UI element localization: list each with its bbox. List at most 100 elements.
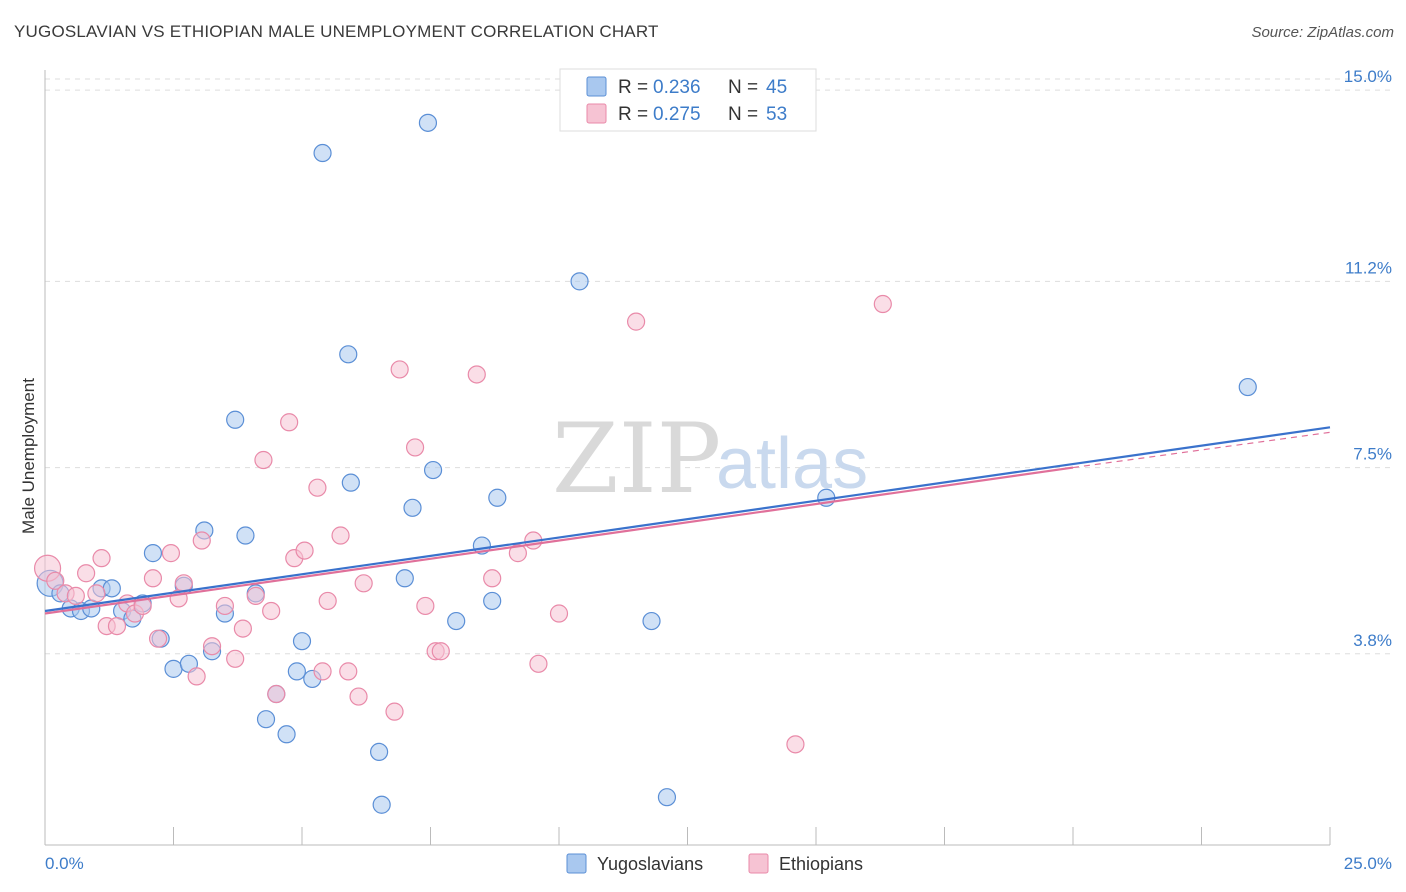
- y-tick-labels: 3.8% 7.5% 11.2% 15.0%: [1344, 67, 1392, 650]
- legend-n-value-2: 53: [766, 104, 787, 125]
- correlation-legend: R = 0.236 N = 45 R = 0.275 N = 53: [559, 68, 817, 132]
- data-points: [33, 113, 1257, 814]
- data-point: [143, 544, 163, 563]
- data-point: [483, 591, 502, 611]
- y-tick-label: 7.5%: [1353, 445, 1392, 464]
- data-point: [395, 569, 414, 588]
- data-point: [313, 143, 332, 163]
- data-point: [873, 294, 892, 314]
- data-point: [405, 438, 425, 457]
- series-legend-swatch-yugoslavians: [566, 853, 587, 874]
- data-point: [254, 450, 273, 470]
- y-tick-label: 11.2%: [1345, 258, 1392, 277]
- data-point: [87, 584, 106, 603]
- data-point: [1238, 377, 1257, 397]
- legend-n-value-1: 45: [766, 77, 787, 98]
- legend-r-value-2: 0.275: [653, 104, 701, 125]
- data-point: [77, 564, 96, 583]
- data-point: [192, 531, 211, 550]
- data-point: [390, 360, 409, 379]
- data-point: [403, 498, 422, 517]
- data-point: [416, 596, 435, 616]
- data-point: [626, 312, 646, 331]
- data-point: [339, 345, 358, 364]
- legend-r-label-2: R =: [618, 104, 648, 125]
- legend-n-label-1: N =: [728, 77, 758, 98]
- data-point: [447, 611, 466, 631]
- data-point: [423, 460, 443, 480]
- chart-title: YUGOSLAVIAN VS ETHIOPIAN MALE UNEMPLOYME…: [14, 22, 659, 41]
- x-tick-label: 25.0%: [1344, 854, 1392, 873]
- data-point: [280, 413, 299, 432]
- y-axis-label: Male Unemployment: [19, 378, 38, 534]
- source-label: Source: ZipAtlas.com: [1251, 24, 1394, 41]
- data-point: [277, 725, 296, 744]
- data-point: [92, 549, 111, 568]
- data-point: [570, 272, 589, 291]
- data-point: [187, 667, 206, 686]
- data-point: [786, 735, 805, 754]
- data-point: [488, 488, 507, 507]
- data-point: [467, 365, 486, 384]
- grid: [45, 78, 1392, 655]
- data-point: [143, 569, 163, 588]
- data-point: [349, 687, 368, 706]
- data-point: [267, 684, 286, 704]
- data-point: [107, 616, 127, 636]
- trend-line-yugoslavians: [44, 426, 1331, 613]
- data-point: [262, 601, 281, 621]
- watermark-zip: ZIP: [552, 403, 721, 515]
- series-points-ethiopians: [33, 294, 892, 754]
- data-point: [226, 410, 245, 429]
- data-point: [215, 596, 234, 616]
- trend-line-ethiopians-extension: [1072, 431, 1331, 469]
- data-point: [549, 604, 569, 623]
- data-point: [308, 478, 327, 497]
- data-point: [236, 526, 255, 545]
- data-point: [102, 579, 121, 598]
- data-point: [233, 619, 252, 638]
- legend-n-label-2: N =: [728, 104, 758, 125]
- data-point: [164, 659, 183, 678]
- trend-line-ethiopians: [44, 466, 1074, 615]
- data-point: [46, 571, 65, 590]
- data-point: [292, 632, 312, 651]
- data-point: [418, 113, 438, 132]
- data-point: [339, 662, 358, 681]
- y-tick-label: 15.0%: [1344, 67, 1392, 86]
- data-point: [483, 569, 502, 588]
- trend-lines: [44, 426, 1331, 615]
- data-point: [657, 788, 677, 807]
- data-point: [642, 611, 661, 631]
- series-legend-label-ethiopians: Ethiopians: [779, 854, 863, 874]
- data-point: [148, 629, 168, 648]
- data-point: [385, 702, 404, 721]
- legend-swatch-yugoslavians: [586, 76, 607, 97]
- data-point: [354, 574, 373, 593]
- y-tick-label: 3.8%: [1353, 631, 1392, 650]
- data-point: [287, 662, 306, 681]
- data-point: [341, 473, 360, 492]
- watermark-atlas: atlas: [716, 424, 868, 504]
- legend-swatch-ethiopians: [586, 103, 607, 124]
- data-point: [226, 649, 245, 668]
- series-legend-swatch-ethiopians: [748, 853, 769, 874]
- data-point: [256, 710, 276, 729]
- data-point: [372, 795, 391, 814]
- axes: [44, 70, 1331, 846]
- data-point: [370, 742, 389, 761]
- data-point: [529, 654, 548, 673]
- data-point: [246, 586, 265, 605]
- series-legend: Yugoslavians Ethiopians: [566, 853, 863, 874]
- series-legend-label-yugoslavians: Yugoslavians: [597, 854, 703, 874]
- data-point: [202, 637, 222, 656]
- data-point: [66, 586, 85, 605]
- data-point: [431, 642, 450, 661]
- x-tick-labels: 0.0% 25.0%: [45, 854, 1392, 873]
- data-point: [295, 541, 314, 560]
- data-point: [161, 544, 181, 563]
- data-point: [318, 591, 337, 611]
- legend-r-value-1: 0.236: [653, 77, 701, 98]
- legend-r-label-1: R =: [618, 77, 648, 98]
